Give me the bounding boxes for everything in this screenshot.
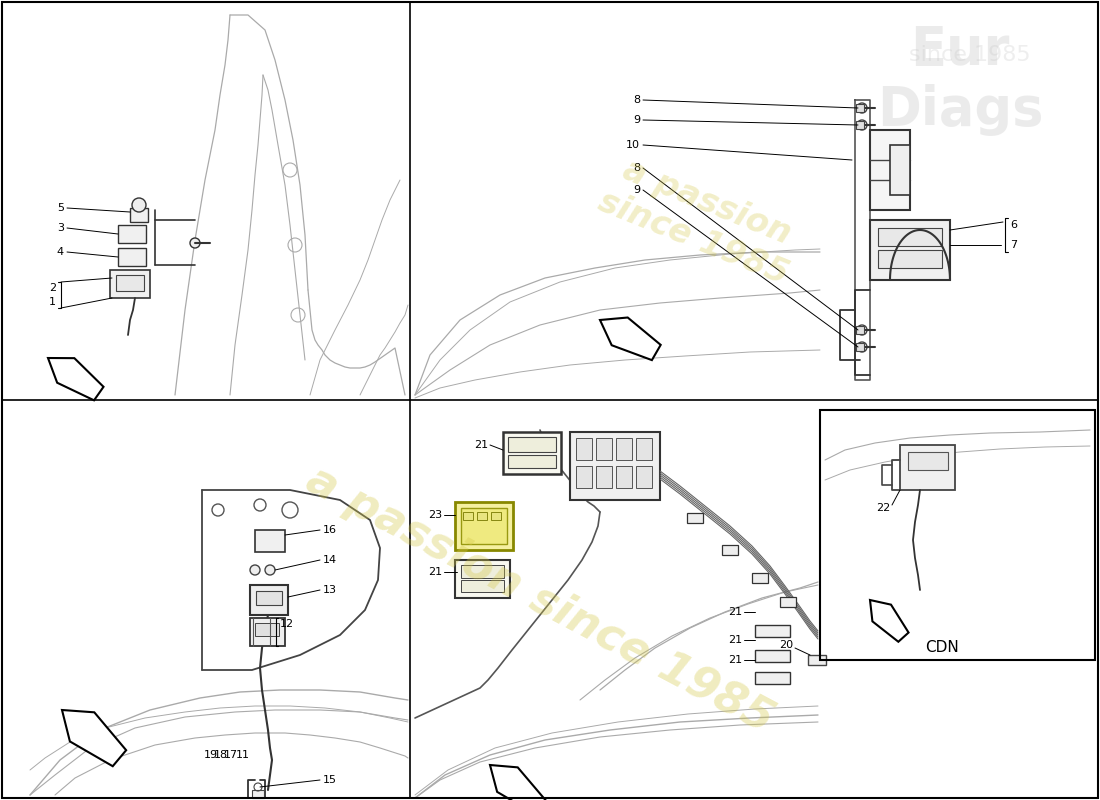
Bar xyxy=(820,410,1094,660)
Text: 18: 18 xyxy=(213,750,228,760)
Bar xyxy=(908,452,948,470)
Text: 20: 20 xyxy=(779,640,793,650)
Bar xyxy=(596,466,612,488)
Text: 23: 23 xyxy=(428,510,442,520)
Text: 2: 2 xyxy=(48,283,56,293)
Text: 9: 9 xyxy=(632,185,640,195)
Text: since 1985: since 1985 xyxy=(910,45,1031,65)
Text: 21: 21 xyxy=(428,567,442,577)
Bar xyxy=(856,326,864,334)
Bar xyxy=(755,625,790,637)
Bar xyxy=(596,438,612,460)
Bar xyxy=(118,248,146,266)
Text: 21: 21 xyxy=(728,635,743,645)
Bar xyxy=(755,650,790,662)
Text: 22: 22 xyxy=(876,503,890,513)
Bar xyxy=(570,432,660,500)
Bar xyxy=(110,270,150,298)
Text: 9: 9 xyxy=(632,115,640,125)
Bar xyxy=(752,573,768,583)
Bar xyxy=(856,121,864,129)
Bar xyxy=(250,618,285,646)
Text: 7: 7 xyxy=(1010,240,1018,250)
Polygon shape xyxy=(600,318,661,360)
Bar xyxy=(250,585,288,615)
Bar xyxy=(461,508,507,544)
Bar xyxy=(576,466,592,488)
Circle shape xyxy=(265,565,275,575)
Bar xyxy=(508,455,556,468)
Bar xyxy=(455,560,510,598)
Bar xyxy=(255,623,279,636)
Text: 3: 3 xyxy=(57,223,64,233)
Bar xyxy=(636,466,652,488)
Bar xyxy=(856,343,864,351)
Bar xyxy=(116,275,144,291)
Bar xyxy=(870,220,950,280)
Bar xyxy=(463,512,473,520)
Text: CDN: CDN xyxy=(925,641,959,655)
Circle shape xyxy=(250,565,260,575)
Text: a passion
since 1985: a passion since 1985 xyxy=(593,149,807,291)
Text: 21: 21 xyxy=(728,655,743,665)
Text: 11: 11 xyxy=(236,750,250,760)
Text: 8: 8 xyxy=(632,163,640,173)
Text: 14: 14 xyxy=(323,555,337,565)
Text: 4: 4 xyxy=(57,247,64,257)
Circle shape xyxy=(132,198,146,212)
Bar xyxy=(503,432,561,474)
Text: a passion since 1985: a passion since 1985 xyxy=(299,458,781,742)
Bar xyxy=(461,580,504,592)
Text: 15: 15 xyxy=(323,775,337,785)
Bar xyxy=(808,655,826,665)
Bar xyxy=(755,672,790,684)
Bar xyxy=(870,130,910,210)
Text: 16: 16 xyxy=(323,525,337,535)
Circle shape xyxy=(857,103,867,113)
Text: 10: 10 xyxy=(626,140,640,150)
Bar xyxy=(130,208,148,222)
Text: 21: 21 xyxy=(728,607,743,617)
Text: 17: 17 xyxy=(224,750,238,760)
Polygon shape xyxy=(48,358,103,400)
Polygon shape xyxy=(62,710,126,766)
Polygon shape xyxy=(870,600,909,642)
Bar xyxy=(900,445,955,490)
Bar xyxy=(636,438,652,460)
Bar xyxy=(508,437,556,452)
Bar xyxy=(856,104,864,112)
Bar xyxy=(780,597,796,607)
Bar xyxy=(118,225,146,243)
Circle shape xyxy=(857,342,867,352)
Text: Eur
Diags: Eur Diags xyxy=(877,24,1043,136)
Text: 5: 5 xyxy=(57,203,64,213)
Circle shape xyxy=(190,238,200,248)
Text: 1: 1 xyxy=(50,297,56,307)
Bar xyxy=(616,438,632,460)
Bar xyxy=(878,250,942,268)
Text: 12: 12 xyxy=(280,619,294,629)
Circle shape xyxy=(857,120,867,130)
Text: 8: 8 xyxy=(632,95,640,105)
Bar xyxy=(616,466,632,488)
Bar xyxy=(256,591,282,605)
Bar xyxy=(890,145,910,195)
Bar xyxy=(491,512,501,520)
Bar xyxy=(255,530,285,552)
Circle shape xyxy=(857,325,867,335)
Bar xyxy=(688,513,703,523)
Text: 19: 19 xyxy=(204,750,218,760)
Bar xyxy=(878,228,942,246)
Text: 13: 13 xyxy=(323,585,337,595)
Bar xyxy=(576,438,592,460)
Bar xyxy=(477,512,487,520)
Bar xyxy=(455,502,513,550)
Polygon shape xyxy=(490,765,546,800)
Text: 6: 6 xyxy=(1010,220,1018,230)
Bar xyxy=(722,545,738,555)
Bar xyxy=(252,790,264,798)
Bar xyxy=(461,565,504,578)
Text: 21: 21 xyxy=(474,440,488,450)
